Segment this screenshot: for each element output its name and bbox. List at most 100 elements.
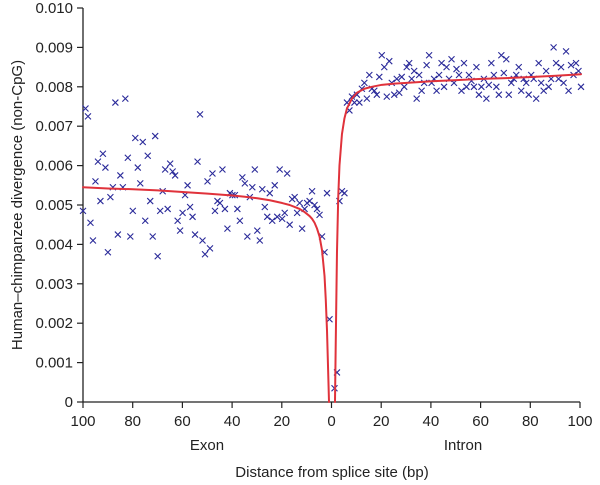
intron-data-point bbox=[393, 75, 401, 83]
exon-data-point bbox=[139, 138, 147, 146]
intron-data-point bbox=[465, 71, 473, 79]
intron-data-point bbox=[522, 79, 530, 87]
y-axis-ticks: 0 0.001 0.002 0.003 0.004 0.005 0.006 0.007 0.00… bbox=[35, 0, 83, 411]
exon-data-point bbox=[84, 112, 92, 120]
exon-data-point bbox=[189, 213, 196, 221]
intron-data-point bbox=[517, 87, 525, 95]
y-tick-label: 0.004 bbox=[35, 236, 73, 253]
x-axis-ticks: 100 80 60 40 20 0 20 40 60 80 100 bbox=[70, 402, 593, 430]
exon-data-point bbox=[151, 132, 159, 140]
intron-data-point bbox=[552, 59, 560, 67]
intron-data-point bbox=[567, 61, 575, 69]
intron-data-point bbox=[395, 89, 403, 97]
exon-data-point bbox=[243, 233, 251, 240]
exon-data-point bbox=[134, 164, 142, 171]
intron-data-point bbox=[482, 95, 490, 103]
intron-data-point bbox=[557, 63, 565, 71]
x-axis-title: Distance from splice site (bp) bbox=[235, 464, 428, 481]
exon-data-point bbox=[146, 197, 154, 205]
x-tick-label: 80 bbox=[124, 413, 141, 430]
intron-data-point bbox=[408, 75, 416, 83]
intron-data-point bbox=[373, 91, 381, 99]
exon-data-point bbox=[283, 170, 291, 177]
intron-data-point bbox=[365, 71, 373, 79]
exon-data-point bbox=[191, 231, 199, 238]
y-tick-label: 0 bbox=[65, 394, 73, 411]
exon-data-point bbox=[136, 179, 144, 187]
y-tick-label: 0.006 bbox=[35, 158, 73, 175]
intron-label: Intron bbox=[444, 437, 482, 454]
exon-data-point bbox=[221, 205, 229, 213]
exon-data-point bbox=[94, 158, 102, 166]
y-tick-label: 0.002 bbox=[35, 315, 73, 332]
intron-data-point bbox=[351, 99, 358, 106]
exon-data-point bbox=[114, 231, 122, 238]
intron-data-point bbox=[390, 91, 398, 99]
exon-data-point bbox=[82, 105, 89, 112]
exon-data-point bbox=[166, 160, 174, 168]
intron-data-point bbox=[497, 51, 505, 59]
exon-data-point bbox=[104, 248, 112, 256]
intron-data-point bbox=[363, 95, 371, 103]
exon-data-point bbox=[79, 207, 87, 215]
intron-data-point bbox=[398, 73, 406, 81]
exon-data-point bbox=[296, 199, 304, 207]
exon-data-point bbox=[87, 219, 94, 227]
exon-data-point bbox=[281, 209, 289, 217]
y-tick-label: 0.003 bbox=[35, 276, 73, 293]
y-tick-label: 0.005 bbox=[35, 197, 73, 214]
exon-data-point bbox=[196, 110, 204, 118]
exon-data-point bbox=[209, 170, 216, 177]
exon-data-point bbox=[271, 181, 279, 189]
intron-data-point bbox=[400, 83, 408, 91]
intron-data-point bbox=[515, 63, 523, 71]
exon-data-point bbox=[111, 99, 119, 106]
intron-data-point bbox=[475, 91, 483, 99]
intron-data-point bbox=[341, 189, 348, 197]
intron-data-point bbox=[460, 59, 468, 67]
intron-data-point bbox=[490, 71, 498, 79]
intron-data-point bbox=[487, 59, 495, 67]
exon-data-point bbox=[273, 213, 281, 221]
exon-data-point bbox=[194, 158, 201, 166]
intron-data-point bbox=[425, 51, 433, 59]
intron-data-point bbox=[455, 71, 463, 79]
exon-data-point bbox=[102, 164, 109, 171]
intron-data-point bbox=[505, 91, 513, 99]
y-tick-label: 0.010 bbox=[35, 0, 73, 17]
intron-data-point bbox=[440, 83, 448, 91]
intron-data-point bbox=[405, 59, 413, 67]
intron-data-point bbox=[415, 71, 423, 79]
intron-data-point bbox=[448, 55, 455, 63]
exon-data-point bbox=[291, 193, 299, 201]
x-tick-label: 100 bbox=[70, 413, 95, 430]
intron-data-point bbox=[492, 83, 500, 91]
exon-data-point bbox=[238, 174, 246, 181]
exon-data-point bbox=[224, 225, 231, 233]
intron-data-point bbox=[577, 83, 585, 91]
intron-data-point bbox=[380, 63, 388, 71]
x-tick-label: 40 bbox=[224, 413, 241, 430]
intron-data-point bbox=[360, 79, 368, 87]
exon-data-point bbox=[323, 189, 331, 197]
x-tick-label: 80 bbox=[522, 413, 539, 430]
exon-data-point bbox=[251, 166, 259, 173]
intron-data-point bbox=[458, 87, 465, 95]
y-tick-label: 0.001 bbox=[35, 355, 73, 372]
y-tick-label: 0.009 bbox=[35, 39, 73, 56]
exon-data-point bbox=[261, 203, 269, 211]
exon-data-point bbox=[204, 177, 211, 185]
intron-data-point bbox=[438, 59, 445, 67]
intron-data-point bbox=[370, 87, 378, 95]
exon-data-point bbox=[161, 166, 169, 173]
intron-data-point bbox=[532, 95, 540, 103]
intron-data-point bbox=[545, 83, 553, 91]
y-tick-label: 0.007 bbox=[35, 118, 73, 135]
intron-data-point bbox=[435, 71, 443, 79]
exon-data-point bbox=[311, 201, 318, 209]
intron-data-point bbox=[537, 79, 545, 87]
plot-area: 0 0.001 0.002 0.003 0.004 0.005 0.006 0.007 0.00… bbox=[35, 0, 592, 430]
exon-data-point bbox=[126, 233, 134, 240]
intron-data-point bbox=[575, 67, 582, 75]
exon-data-point bbox=[308, 187, 316, 195]
